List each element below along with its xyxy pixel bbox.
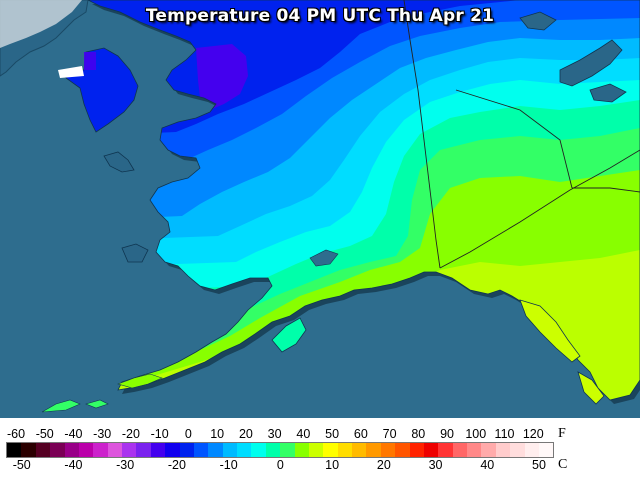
colorbar-swatch <box>251 443 266 457</box>
fahrenheit-tick-label: -10 <box>150 427 169 441</box>
fahrenheit-tick-label: 60 <box>353 427 368 441</box>
colorbar-swatch <box>337 443 352 457</box>
fahrenheit-tick-label: -30 <box>93 427 112 441</box>
colorbar-swatch <box>510 443 525 457</box>
colorbar-swatch <box>64 443 79 457</box>
alaska-canada-border <box>403 0 441 269</box>
colorbar-swatch <box>524 443 539 457</box>
kodiak-island <box>271 317 307 353</box>
celsius-tick-label: -30 <box>116 458 135 472</box>
aleutian-island <box>117 373 163 389</box>
colorbar-swatch <box>280 443 295 457</box>
colorbar-swatch <box>452 443 467 457</box>
canadian-island <box>519 11 557 31</box>
celsius-tick-label: 10 <box>325 458 340 472</box>
fahrenheit-tick-label: -20 <box>121 427 140 441</box>
fahrenheit-tick-label: 0 <box>184 427 192 441</box>
panhandle-islands <box>519 299 581 363</box>
colorbar-swatch <box>423 443 439 457</box>
celsius-tick-label: -50 <box>12 458 31 472</box>
aleutian-island <box>85 399 109 409</box>
white-patch <box>58 66 84 78</box>
st-lawrence-island <box>103 151 135 173</box>
colorbar-swatch <box>21 443 36 457</box>
celsius-tick-label: -20 <box>167 458 186 472</box>
fahrenheit-tick-label: 100 <box>465 427 487 441</box>
celsius-tick-label: -10 <box>219 458 238 472</box>
map-title: Temperature 04 PM UTC Thu Apr 21 <box>145 6 495 26</box>
fahrenheit-tick-label: -60 <box>6 427 26 441</box>
colorbar-swatch <box>193 443 209 457</box>
fahrenheit-tick-label: 70 <box>382 427 397 441</box>
colorbar-swatch <box>78 443 94 457</box>
fahrenheit-tick-label: 20 <box>238 427 253 441</box>
colorbar-swatch <box>265 443 281 457</box>
lake <box>309 249 339 267</box>
colorbar-swatch <box>237 443 252 457</box>
fahrenheit-tick-label: -50 <box>35 427 54 441</box>
colorbar-swatch <box>35 443 51 457</box>
colorbar-swatch <box>409 443 424 457</box>
temperature-legend: -60 -50 -40 -30 -20 -10 0 10 20 30 40 50 60 70 80 90 100… <box>0 418 640 480</box>
colorbar <box>6 442 554 458</box>
colorbar-swatch <box>294 443 309 457</box>
colorbar-swatch <box>93 443 108 457</box>
panhandle-islands <box>577 371 605 405</box>
fahrenheit-tick-label: 30 <box>267 427 282 441</box>
canadian-island <box>559 39 623 87</box>
colorbar-swatch <box>150 443 166 457</box>
celsius-tick-label: 20 <box>376 458 391 472</box>
province-border <box>572 187 640 193</box>
fahrenheit-tick-label: -40 <box>64 427 83 441</box>
celsius-tick-label: 40 <box>480 458 495 472</box>
colorbar-swatch <box>7 443 22 457</box>
colorbar-swatch <box>467 443 482 457</box>
colorbar-swatch <box>208 443 223 457</box>
canadian-island <box>589 83 627 103</box>
fahrenheit-tick-label: 80 <box>411 427 426 441</box>
fahrenheit-tick-label: 40 <box>296 427 311 441</box>
yukon-border <box>455 89 573 189</box>
fahrenheit-unit: F <box>558 426 566 441</box>
russia-snow <box>0 0 82 48</box>
colorbar-swatch <box>495 443 511 457</box>
celsius-unit: C <box>558 457 568 472</box>
fahrenheit-tick-label: 10 <box>210 427 225 441</box>
colorbar-swatch <box>308 443 324 457</box>
celsius-tick-label: 0 <box>276 458 284 472</box>
aleutian-island <box>41 399 81 413</box>
fahrenheit-tick-label: 120 <box>522 427 544 441</box>
colorbar-swatch <box>538 443 554 457</box>
bc-border <box>439 149 640 269</box>
colorbar-swatch <box>481 443 496 457</box>
colorbar-swatch <box>222 443 237 457</box>
nunivak-island <box>121 243 149 263</box>
colorbar-swatch <box>107 443 122 457</box>
celsius-tick-label: -40 <box>64 458 83 472</box>
colorbar-swatch <box>438 443 453 457</box>
colorbar-swatch <box>136 443 151 457</box>
colorbar-swatch <box>165 443 180 457</box>
colorbar-swatch <box>179 443 194 457</box>
colorbar-swatch <box>323 443 338 457</box>
colorbar-swatch <box>50 443 65 457</box>
map-panel: Temperature 04 PM UTC Thu Apr 21 <box>0 0 640 418</box>
colorbar-swatch <box>122 443 137 457</box>
colorbar-swatch <box>366 443 381 457</box>
colorbar-swatch <box>380 443 396 457</box>
colorbar-swatch <box>352 443 367 457</box>
temperature-map <box>0 0 640 418</box>
fahrenheit-tick-label: 110 <box>494 427 515 441</box>
colorbar-swatch <box>395 443 410 457</box>
fahrenheit-tick-label: 50 <box>325 427 340 441</box>
celsius-tick-label: 30 <box>428 458 443 472</box>
fahrenheit-tick-label: 90 <box>440 427 454 441</box>
celsius-tick-label: 50 <box>532 458 546 472</box>
